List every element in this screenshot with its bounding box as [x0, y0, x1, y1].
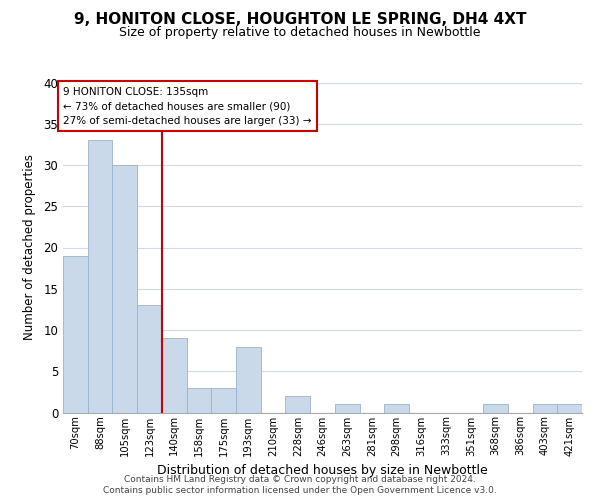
Text: Contains HM Land Registry data © Crown copyright and database right 2024.: Contains HM Land Registry data © Crown c…	[124, 475, 476, 484]
Bar	[384, 404, 409, 412]
Bar	[483, 404, 508, 412]
Text: 9, HONITON CLOSE, HOUGHTON LE SPRING, DH4 4XT: 9, HONITON CLOSE, HOUGHTON LE SPRING, DH…	[74, 12, 526, 28]
Text: Size of property relative to detached houses in Newbottle: Size of property relative to detached ho…	[119, 26, 481, 39]
Bar	[335, 404, 359, 412]
Bar	[187, 388, 211, 412]
Bar	[557, 404, 582, 412]
Bar	[112, 165, 137, 412]
Text: Contains public sector information licensed under the Open Government Licence v3: Contains public sector information licen…	[103, 486, 497, 495]
X-axis label: Distribution of detached houses by size in Newbottle: Distribution of detached houses by size …	[157, 464, 488, 477]
Y-axis label: Number of detached properties: Number of detached properties	[23, 154, 37, 340]
Bar	[63, 256, 88, 412]
Bar	[137, 305, 162, 412]
Bar	[286, 396, 310, 412]
Bar	[236, 346, 261, 412]
Bar	[88, 140, 112, 412]
Text: 9 HONITON CLOSE: 135sqm
← 73% of detached houses are smaller (90)
27% of semi-de: 9 HONITON CLOSE: 135sqm ← 73% of detache…	[64, 86, 312, 126]
Bar	[162, 338, 187, 412]
Bar	[533, 404, 557, 412]
Bar	[211, 388, 236, 412]
